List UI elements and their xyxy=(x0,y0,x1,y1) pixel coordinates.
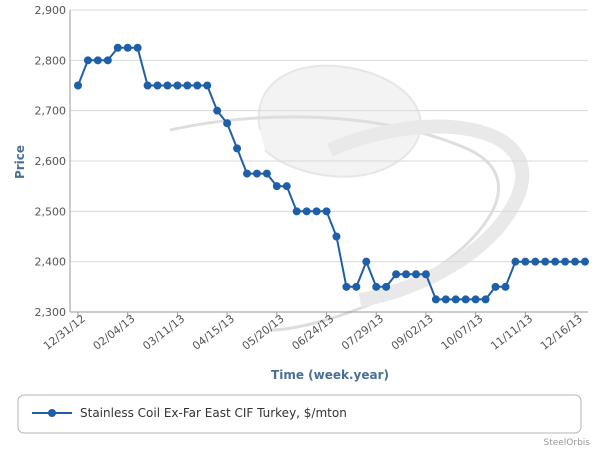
y-tick-label: 2,800 xyxy=(35,54,67,67)
data-point[interactable] xyxy=(133,43,142,52)
data-point[interactable] xyxy=(362,257,371,266)
data-point[interactable] xyxy=(193,81,202,90)
data-point[interactable] xyxy=(461,295,470,304)
data-point[interactable] xyxy=(551,257,560,266)
data-point[interactable] xyxy=(581,257,589,266)
data-point[interactable] xyxy=(372,282,381,291)
data-point[interactable] xyxy=(431,295,440,304)
y-tick-label: 2,500 xyxy=(35,205,67,218)
data-point[interactable] xyxy=(571,257,580,266)
data-point[interactable] xyxy=(541,257,550,266)
data-point[interactable] xyxy=(382,282,391,291)
data-point[interactable] xyxy=(451,295,460,304)
x-tick-label: 12/16/13 xyxy=(538,312,585,353)
x-tick-label: 06/24/13 xyxy=(289,312,336,353)
data-point[interactable] xyxy=(561,257,570,266)
y-tick-label: 2,600 xyxy=(35,155,67,168)
data-point[interactable] xyxy=(123,43,132,52)
legend-box xyxy=(17,394,582,434)
data-point[interactable] xyxy=(262,169,271,178)
data-point[interactable] xyxy=(163,81,172,90)
y-tick-label: 2,700 xyxy=(35,105,67,118)
data-point[interactable] xyxy=(282,182,291,191)
data-point[interactable] xyxy=(402,270,411,279)
legend-marker-swatch xyxy=(48,409,56,417)
data-point[interactable] xyxy=(103,56,112,65)
watermark-swirl-arc xyxy=(169,115,500,332)
y-axis-title: Price xyxy=(13,145,27,179)
data-point[interactable] xyxy=(501,282,510,291)
data-point[interactable] xyxy=(173,81,182,90)
data-point[interactable] xyxy=(511,257,520,266)
axes xyxy=(69,10,588,313)
data-point[interactable] xyxy=(243,169,251,178)
x-tick-label: 10/07/13 xyxy=(439,312,486,353)
data-point[interactable] xyxy=(203,81,212,90)
data-point[interactable] xyxy=(332,232,341,241)
legend-label: Stainless Coil Ex-Far East CIF Turkey, $… xyxy=(80,406,347,420)
watermark-logo xyxy=(169,64,530,332)
data-point[interactable] xyxy=(322,207,331,216)
data-point[interactable] xyxy=(441,295,450,304)
x-tick-label: 11/11/13 xyxy=(488,312,535,353)
data-point[interactable] xyxy=(252,169,261,178)
x-tick-label: 03/11/13 xyxy=(140,312,187,353)
data-point[interactable] xyxy=(352,282,361,291)
data-point[interactable] xyxy=(392,270,401,279)
y-tick-label: 2,400 xyxy=(35,256,67,269)
x-tick-label: 04/15/13 xyxy=(190,312,237,353)
data-point[interactable] xyxy=(83,56,92,65)
data-point[interactable] xyxy=(521,257,530,266)
x-tick-label: 09/02/13 xyxy=(389,312,436,353)
data-point[interactable] xyxy=(302,207,311,216)
series-line xyxy=(77,46,585,301)
data-point[interactable] xyxy=(213,106,222,115)
data-point[interactable] xyxy=(223,119,232,128)
data-point[interactable] xyxy=(143,81,152,90)
data-point[interactable] xyxy=(342,282,351,291)
x-axis-title: Time (week.year) xyxy=(271,368,389,382)
data-point[interactable] xyxy=(153,81,162,90)
data-point[interactable] xyxy=(491,282,500,291)
data-point[interactable] xyxy=(481,295,490,304)
credit-text: SteelOrbis xyxy=(543,438,590,448)
data-point[interactable] xyxy=(412,270,420,279)
data-point[interactable] xyxy=(233,144,242,153)
data-point[interactable] xyxy=(312,207,321,216)
data-point[interactable] xyxy=(183,81,192,90)
data-point[interactable] xyxy=(272,182,281,191)
data-point[interactable] xyxy=(531,257,540,266)
y-tick-label: 2,300 xyxy=(35,306,67,319)
data-point[interactable] xyxy=(113,43,122,52)
x-tick-label: 05/20/13 xyxy=(240,312,287,353)
y-tick-label: 2,900 xyxy=(35,4,67,17)
x-tick-labels: 12/31/12 02/04/13 03/11/13 04/15/13 05/20/13… xyxy=(41,312,585,353)
data-point[interactable] xyxy=(421,270,430,279)
data-point[interactable] xyxy=(292,207,301,216)
series-layer xyxy=(74,43,589,304)
y-tick-labels: 2,300 2,400 2,500 2,600 2,700 2,800 2,900 xyxy=(35,4,67,319)
x-tick-label: 02/04/13 xyxy=(91,312,138,353)
data-point[interactable] xyxy=(74,81,82,90)
data-point[interactable] xyxy=(93,56,102,65)
x-tick-label: 07/29/13 xyxy=(339,312,386,353)
watermark-swirl-top xyxy=(257,64,422,178)
data-point[interactable] xyxy=(471,295,480,304)
watermark-swirl-sweep xyxy=(327,119,530,307)
grid-lines xyxy=(70,9,588,313)
